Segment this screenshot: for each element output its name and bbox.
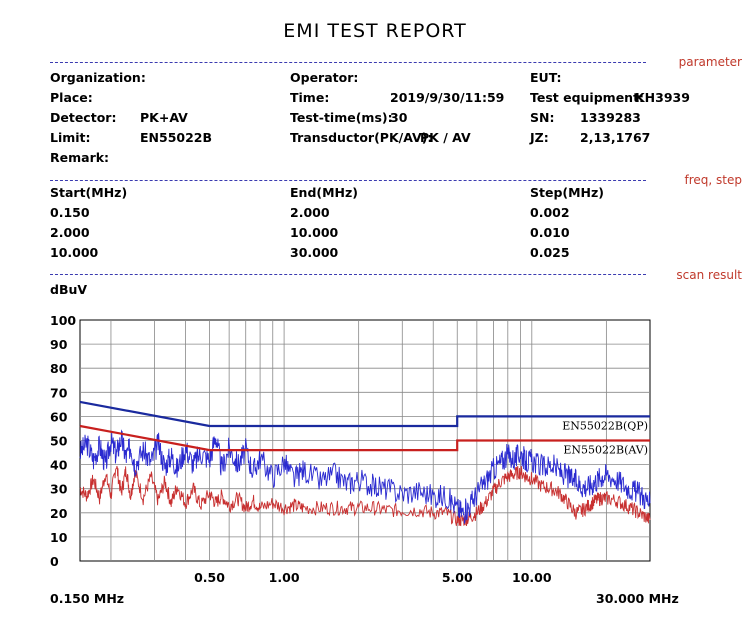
transductor-value: PK / AV — [420, 130, 471, 145]
scan-result-section-label: scan result — [676, 268, 742, 282]
test-equipment-value: KH3939 — [635, 90, 690, 105]
y-tick-label: 90 — [50, 337, 68, 352]
end-header: End(MHz) — [290, 185, 358, 200]
organization-label: Organization: — [50, 70, 146, 85]
test-time-label: Test-time(ms): — [290, 110, 393, 125]
jz-value: 2,13,1767 — [580, 130, 651, 145]
qp-limit-line — [79, 400, 650, 428]
x-start-label: 0.150 MHz — [50, 591, 125, 606]
eut-label: EUT: — [530, 70, 562, 85]
freq-step-separator — [50, 180, 646, 181]
y-tick-label: 20 — [50, 506, 68, 521]
x-tick-label: 5.00 — [442, 570, 473, 585]
limit-label: Limit: — [50, 130, 91, 145]
row-1-step: 0.002 — [530, 205, 570, 220]
av-limit-line — [79, 424, 650, 452]
start-header: Start(MHz) — [50, 185, 128, 200]
y-tick-label: 80 — [50, 361, 68, 376]
time-label: Time: — [290, 90, 330, 105]
y-tick-label: 40 — [50, 458, 68, 473]
y-axis-unit-label: dBuV — [50, 282, 88, 297]
place-label: Place: — [50, 90, 93, 105]
parameter-separator — [50, 62, 646, 63]
limit-value: EN55022B — [140, 130, 213, 145]
remark-label: Remark: — [50, 150, 110, 165]
operator-label: Operator: — [290, 70, 359, 85]
row-3-step: 0.025 — [530, 245, 570, 260]
scan-result-separator — [50, 274, 646, 275]
qp-limit-label: EN55022B(QP) — [562, 419, 648, 432]
x-end-label: 30.000 MHz — [596, 591, 679, 606]
detector-value: PK+AV — [140, 110, 188, 125]
time-value: 2019/9/30/11:59 — [390, 90, 505, 105]
y-tick-label: 60 — [50, 409, 68, 424]
y-tick-label: 0 — [50, 554, 59, 569]
x-tick-label: 10.00 — [512, 570, 552, 585]
av-limit-label: EN55022B(AV) — [563, 444, 648, 457]
row-3-start: 10.000 — [50, 245, 99, 260]
y-tick-label: 70 — [50, 385, 68, 400]
parameter-section-label: parameter — [678, 55, 742, 69]
row-3-end: 30.000 — [290, 245, 339, 260]
sn-value: 1339283 — [580, 110, 641, 125]
y-tick-label: 100 — [50, 313, 76, 328]
freq-step-section-label: freq, step — [684, 173, 742, 187]
detector-label: Detector: — [50, 110, 117, 125]
x-tick-label: 0.50 — [194, 570, 225, 585]
av-trace — [79, 465, 651, 527]
pk-trace — [79, 429, 651, 524]
sn-label: SN: — [530, 110, 555, 125]
row-2-start: 2.000 — [50, 225, 90, 240]
transductor-label: Transductor(PK/AV): — [290, 130, 433, 145]
jz-label: JZ: — [530, 130, 549, 145]
step-header: Step(MHz) — [530, 185, 605, 200]
test-equipment-label: Test equipment: — [530, 90, 645, 105]
row-1-end: 2.000 — [290, 205, 330, 220]
y-tick-label: 10 — [50, 530, 68, 545]
report-title: EMI TEST REPORT — [283, 20, 467, 42]
test-time-value: 30 — [390, 110, 408, 125]
y-tick-label: 30 — [50, 482, 68, 497]
x-tick-label: 1.00 — [269, 570, 300, 585]
y-tick-label: 50 — [50, 434, 68, 449]
row-1-start: 0.150 — [50, 205, 90, 220]
row-2-step: 0.010 — [530, 225, 570, 240]
row-2-end: 10.000 — [290, 225, 339, 240]
